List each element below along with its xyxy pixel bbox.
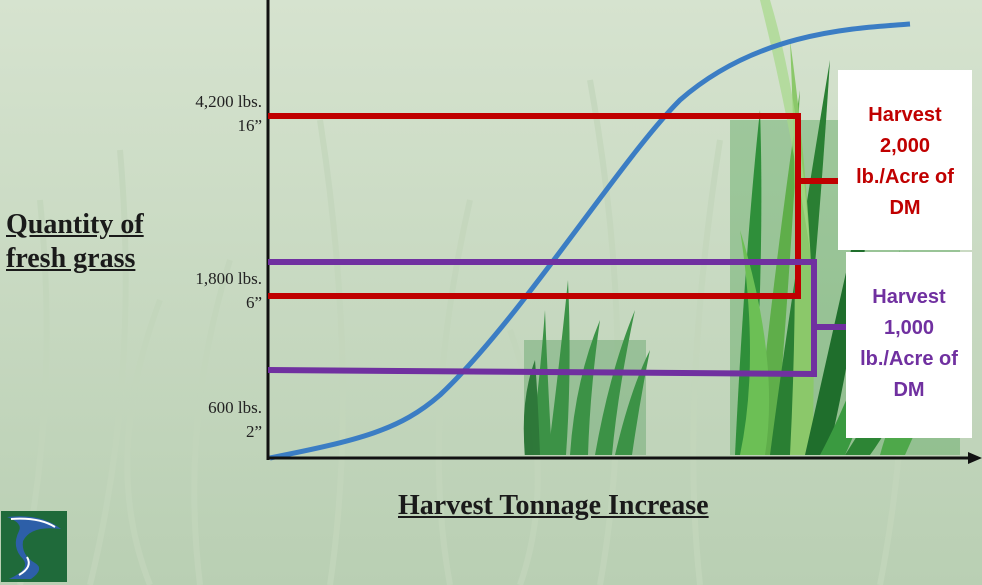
purple-bracket: [267, 259, 850, 377]
tick-height: 6”: [245, 293, 262, 312]
tick-amount: 1,800 lbs.: [195, 269, 262, 288]
callout-line: 2,000: [879, 135, 931, 157]
callout-line: lb./Acre of: [860, 348, 958, 370]
callout-1000: Harvest 1,000 lb./Acre of DM: [846, 252, 972, 438]
grass-clump-small: [523, 280, 650, 455]
x-axis-arrow: [968, 452, 982, 464]
tick-amount: 4,200 lbs.: [195, 92, 262, 111]
callout-2000: Harvest 2,000 lb./Acre of DM: [838, 70, 972, 250]
y-axis-title: Quantity of fresh grass: [6, 208, 144, 276]
callout-line: DM: [893, 379, 925, 401]
tick-amount: 600 lbs.: [208, 398, 262, 417]
callout-line: Harvest: [868, 104, 942, 126]
growth-curve: [269, 21, 911, 461]
x-axis-title: Harvest Tonnage Increase: [398, 490, 709, 521]
tick-height: 16”: [237, 116, 262, 135]
callout-line: 1,000: [883, 317, 935, 339]
tick-height: 2”: [245, 422, 262, 441]
tick-label-4200: 4,200 lbs. 16”: [142, 90, 262, 138]
y-axis-title-line2: fresh grass: [6, 243, 136, 274]
callout-line: lb./Acre of: [856, 166, 954, 188]
callout-line: DM: [889, 197, 921, 219]
callout-line: Harvest: [872, 286, 946, 308]
tick-label-1800: 1,800 lbs. 6”: [142, 267, 262, 315]
tick-label-600: 600 lbs. 2”: [142, 396, 262, 444]
company-logo-icon: [1, 511, 67, 582]
y-axis-title-line1: Quantity of: [6, 209, 144, 240]
red-bracket: [268, 113, 850, 299]
